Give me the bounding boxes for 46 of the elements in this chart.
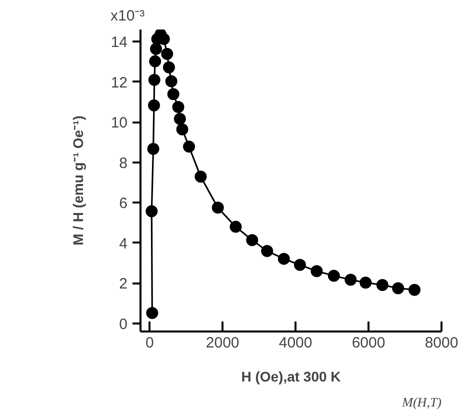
x-axis-title: H (Oe),at 300 K bbox=[241, 368, 341, 384]
x-tick-label: 2000 bbox=[206, 334, 240, 352]
y-tick-label: 0 bbox=[119, 316, 128, 333]
x-tick-label: 4000 bbox=[278, 334, 312, 352]
point bbox=[328, 270, 340, 282]
point bbox=[174, 112, 186, 125]
point bbox=[246, 234, 258, 246]
point bbox=[148, 99, 160, 112]
y-tick-label: 2 bbox=[119, 276, 128, 293]
point bbox=[167, 88, 180, 100]
x-tick-label: 6000 bbox=[352, 334, 386, 352]
point bbox=[310, 265, 323, 278]
point bbox=[212, 202, 224, 214]
y-tick-label: 12 bbox=[110, 74, 128, 92]
y-axis-title: M / H (emu g⁻¹ Oe⁻¹) bbox=[70, 116, 86, 246]
point bbox=[344, 274, 357, 286]
y-tick-label: 8 bbox=[119, 154, 128, 172]
point bbox=[176, 123, 188, 136]
point bbox=[278, 252, 290, 265]
point bbox=[183, 140, 196, 153]
point bbox=[162, 61, 175, 74]
y-tick-label: 6 bbox=[119, 195, 128, 212]
y-tick-label: 4 bbox=[119, 235, 128, 252]
point bbox=[392, 282, 404, 294]
point bbox=[147, 142, 160, 155]
point bbox=[161, 48, 174, 60]
x-tick-label: 0 bbox=[145, 334, 154, 352]
y-tick-label: 14 bbox=[110, 34, 128, 52]
y-tick-label: 10 bbox=[110, 114, 128, 132]
point bbox=[165, 75, 178, 88]
point bbox=[194, 170, 207, 183]
point bbox=[294, 258, 306, 271]
point bbox=[148, 74, 160, 86]
point bbox=[360, 276, 372, 289]
point bbox=[261, 244, 274, 257]
point bbox=[172, 101, 184, 113]
x-tick-label: 8000 bbox=[424, 334, 458, 352]
text: x10⁻³ bbox=[110, 8, 145, 24]
point bbox=[146, 306, 158, 319]
point bbox=[230, 220, 242, 233]
point bbox=[376, 279, 388, 291]
point bbox=[149, 55, 162, 68]
point bbox=[146, 205, 158, 218]
point bbox=[408, 284, 420, 296]
text: M(H,T) bbox=[401, 394, 442, 410]
point bbox=[150, 42, 162, 55]
